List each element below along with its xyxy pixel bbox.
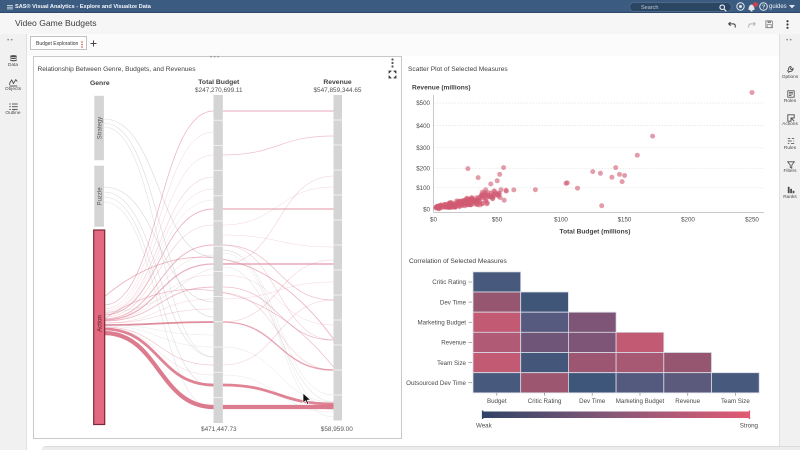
svg-text:Total Budget: Total Budget — [198, 79, 240, 86]
svg-text:Revenue: Revenue — [441, 340, 466, 347]
svg-text:Action: Action — [97, 315, 103, 332]
svg-text:Budget: Budget — [487, 398, 507, 405]
svg-text:Dev Time: Dev Time — [440, 299, 467, 306]
svg-text:Team Size: Team Size — [721, 398, 750, 405]
svg-text:$300: $300 — [416, 145, 430, 152]
svg-text:$0: $0 — [430, 217, 437, 224]
svg-text:Marketing Budget: Marketing Budget — [616, 398, 665, 405]
svg-text:$200: $200 — [681, 217, 695, 224]
svg-text:$471,447.73: $471,447.73 — [201, 426, 237, 433]
svg-text:Revenue: Revenue — [675, 398, 700, 405]
svg-text:$0: $0 — [423, 207, 430, 214]
svg-text:Critic Rating: Critic Rating — [528, 398, 562, 405]
svg-text:$400: $400 — [416, 123, 430, 130]
svg-text:Critic Rating: Critic Rating — [432, 279, 466, 286]
svg-text:$547,859,344.65: $547,859,344.65 — [314, 87, 362, 94]
svg-text:$100: $100 — [416, 185, 430, 192]
svg-text:$247,270,699.11: $247,270,699.11 — [195, 87, 243, 94]
svg-text:$250: $250 — [745, 217, 759, 224]
svg-text:Puzzle: Puzzle — [98, 187, 104, 206]
svg-text:$100: $100 — [554, 217, 568, 224]
svg-text:Genre: Genre — [90, 80, 110, 87]
svg-text:Strategy: Strategy — [98, 117, 104, 139]
svg-text:Outsourced Dev Time: Outsourced Dev Time — [406, 380, 466, 387]
svg-text:Strong: Strong — [740, 423, 759, 430]
svg-text:Revenue (millions): Revenue (millions) — [412, 85, 471, 92]
svg-text:?: ? — [761, 5, 765, 11]
svg-text:$150: $150 — [618, 217, 632, 224]
svg-text:Weak: Weak — [476, 423, 493, 430]
svg-text:$500: $500 — [416, 100, 430, 107]
svg-text:$200: $200 — [416, 166, 430, 173]
svg-text:$50: $50 — [492, 217, 503, 224]
svg-text:Total Budget (millions): Total Budget (millions) — [560, 229, 631, 236]
svg-text:Dev Time: Dev Time — [579, 398, 606, 405]
svg-text:Revenue: Revenue — [323, 79, 352, 86]
svg-text:$58,959.00: $58,959.00 — [321, 426, 353, 433]
svg-text:Team Size: Team Size — [437, 360, 466, 367]
svg-text:Marketing Budget: Marketing Budget — [418, 320, 467, 327]
